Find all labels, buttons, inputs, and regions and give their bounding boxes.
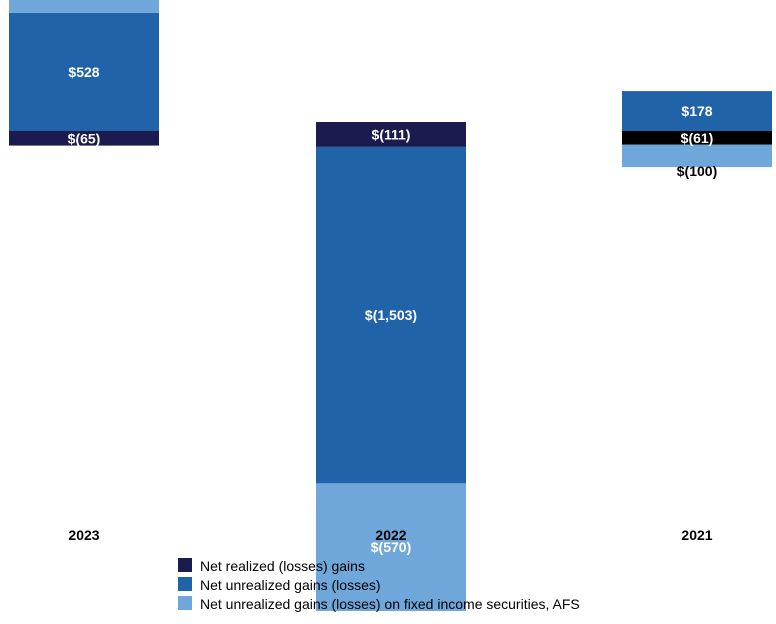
bar-segment-realized-2022 [316, 122, 466, 147]
bar-segment-unrealized-2022 [316, 146, 466, 484]
category-labels-layer: 2023 2022 2021 [68, 527, 712, 543]
legend-swatch-afs [178, 596, 192, 610]
bar-segment-unrealized-2023 [9, 12, 159, 131]
segment-labels-layer: $(65)$528$222$(111)$(1,503)$(570)$(61)$1… [68, 64, 718, 555]
legend: Net realized (losses) gains Net unrealize… [178, 558, 580, 612]
legend-label-afs: Net unrealized gains (losses) on fixed i… [200, 596, 580, 612]
bar-segment-afs-2021 [622, 144, 772, 168]
legend-swatch-realized [178, 558, 192, 572]
bar-segment-realized-2021 [622, 131, 772, 145]
data-label-unrealized-2021: $178 [681, 103, 712, 119]
data-label-realized-2021: $(61) [681, 130, 714, 146]
bar-segment-realized-2023 [9, 131, 159, 146]
category-label-2022: 2022 [375, 527, 406, 543]
data-label-afs-2021: $(100) [677, 163, 717, 179]
bars-layer [9, 0, 772, 611]
bar-segment-unrealized-2021 [622, 91, 772, 131]
bar-segment-afs-2023 [9, 0, 159, 13]
category-label-2023: 2023 [68, 527, 99, 543]
category-label-2021: 2021 [681, 527, 712, 543]
legend-swatch-unrealized [178, 577, 192, 591]
data-label-unrealized-2022: $(1,503) [365, 307, 417, 323]
data-label-unrealized-2023: $528 [68, 64, 99, 80]
bar-segment-afs-2022 [316, 483, 466, 611]
legend-label-realized: Net realized (losses) gains [200, 558, 365, 574]
legend-label-unrealized: Net unrealized gains (losses) [200, 577, 381, 593]
data-label-realized-2023: $(65) [68, 130, 101, 146]
data-label-afs-2022: $(570) [371, 539, 411, 555]
data-label-realized-2022: $(111) [372, 126, 411, 142]
